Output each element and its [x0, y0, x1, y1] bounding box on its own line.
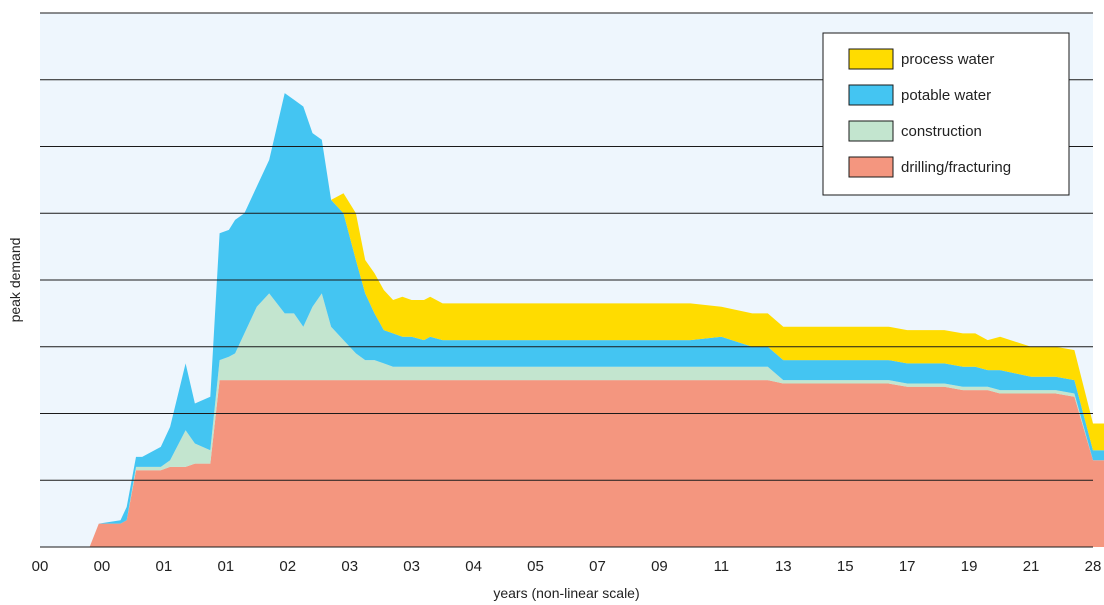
- x-tick-label: 21: [1023, 558, 1040, 575]
- x-tick-label: 05: [527, 558, 544, 575]
- x-tick-label: 00: [32, 558, 49, 575]
- area-process-water: [89, 93, 1104, 547]
- x-tick-label: 03: [403, 558, 420, 575]
- x-tick-label: 19: [961, 558, 978, 575]
- legend-label: drilling/fracturing: [901, 159, 1011, 176]
- legend-label: process water: [901, 51, 994, 68]
- x-tick-label: 11: [714, 558, 730, 575]
- x-tick-label: 09: [651, 558, 668, 575]
- x-tick-label: 01: [217, 558, 234, 575]
- x-axis-label: years (non-linear scale): [493, 585, 639, 601]
- legend-swatch: [848, 48, 894, 70]
- x-tick-label: 03: [341, 558, 358, 575]
- legend: process water potable water construction dr…: [822, 32, 1070, 196]
- legend-swatch: [848, 84, 894, 106]
- x-tick-label: 04: [465, 558, 482, 575]
- x-tick-label: 28: [1085, 558, 1102, 575]
- x-tick-label: 13: [775, 558, 792, 575]
- legend-label: potable water: [901, 87, 991, 104]
- x-tick-label: 15: [837, 558, 854, 575]
- areas-layer: [89, 93, 1104, 547]
- x-tick-label: 01: [156, 558, 173, 575]
- x-tick-label: 07: [589, 558, 606, 575]
- x-tick-label: 00: [94, 558, 111, 575]
- x-tick-label: 02: [279, 558, 296, 575]
- legend-swatch: [848, 120, 894, 142]
- area-drilling-fracturing: [89, 380, 1104, 547]
- legend-label: construction: [901, 123, 982, 140]
- area-construction: [89, 293, 1104, 547]
- y-axis-label: peak demand: [7, 238, 23, 323]
- x-tick-labels: 00 00 01 01 02 03 03 04 05 07 09 11 13 15 17 19 21 28: [32, 558, 1102, 575]
- legend-swatch: [848, 156, 894, 178]
- x-tick-label: 17: [899, 558, 916, 575]
